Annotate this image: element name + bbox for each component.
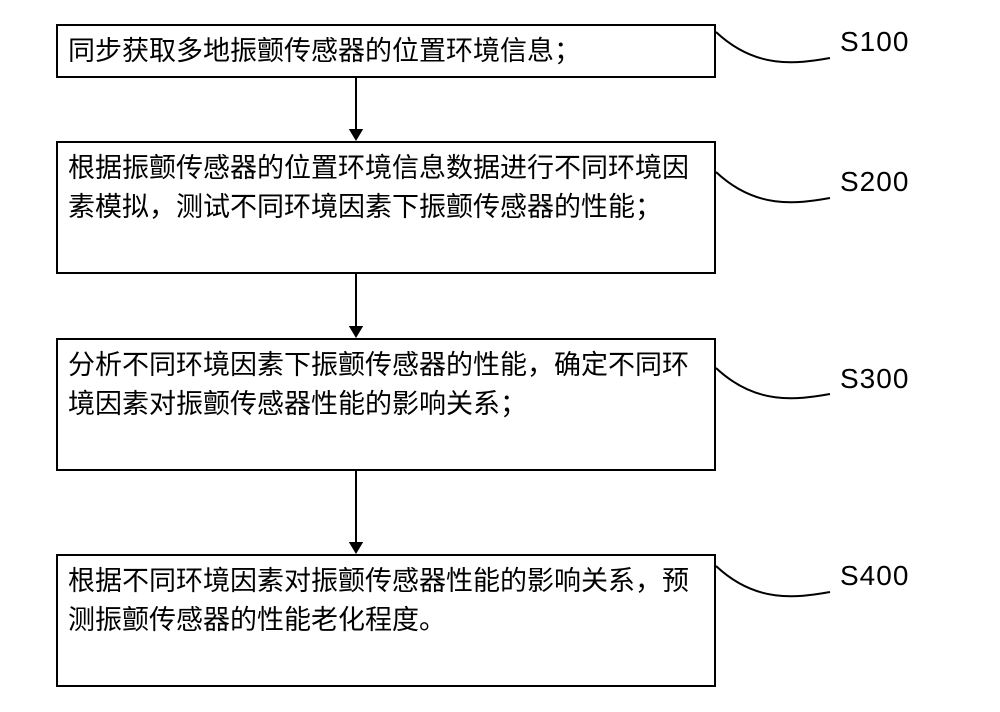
step-box-s100: 同步获取多地振颤传感器的位置环境信息； [56, 24, 716, 78]
step-label-text: S400 [840, 560, 909, 591]
step-label-s100: S100 [840, 26, 909, 58]
step-label-s300: S300 [840, 363, 909, 395]
step-label-s200: S200 [840, 166, 909, 198]
step-box-s200: 根据振颤传感器的位置环境信息数据进行不同环境因素模拟，测试不同环境因素下振颤传感… [56, 141, 716, 274]
step-text: 分析不同环境因素下振颤传感器的性能，确定不同环境因素对振颤传感器性能的影响关系； [68, 350, 689, 419]
step-text: 根据振颤传感器的位置环境信息数据进行不同环境因素模拟，测试不同环境因素下振颤传感… [68, 153, 689, 222]
flowchart-canvas: 同步获取多地振颤传感器的位置环境信息； S100 根据振颤传感器的位置环境信息数… [0, 0, 1000, 712]
step-label-s400: S400 [840, 560, 909, 592]
step-box-s400: 根据不同环境因素对振颤传感器性能的影响关系，预测振颤传感器的性能老化程度。 [56, 554, 716, 687]
step-text: 同步获取多地振颤传感器的位置环境信息； [68, 36, 581, 66]
step-text: 根据不同环境因素对振颤传感器性能的影响关系，预测振颤传感器的性能老化程度。 [68, 566, 689, 635]
connectors-group [349, 32, 830, 596]
step-label-text: S300 [840, 363, 909, 394]
step-label-text: S100 [840, 26, 909, 57]
step-box-s300: 分析不同环境因素下振颤传感器的性能，确定不同环境因素对振颤传感器性能的影响关系； [56, 338, 716, 471]
step-label-text: S200 [840, 166, 909, 197]
